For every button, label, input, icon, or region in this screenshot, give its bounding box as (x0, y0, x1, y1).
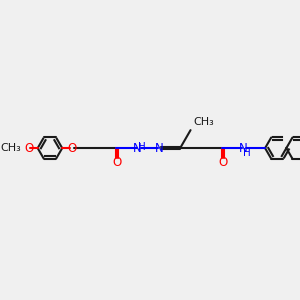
Text: CH₃: CH₃ (0, 143, 21, 153)
Text: CH₃: CH₃ (194, 117, 214, 127)
Text: O: O (112, 156, 122, 169)
Text: O: O (218, 156, 227, 169)
Text: H: H (138, 142, 146, 152)
Text: N: N (133, 142, 142, 154)
Text: H: H (243, 148, 251, 158)
Text: N: N (239, 142, 248, 154)
Text: N: N (155, 142, 164, 154)
Text: O: O (67, 142, 76, 154)
Text: O: O (25, 142, 34, 154)
